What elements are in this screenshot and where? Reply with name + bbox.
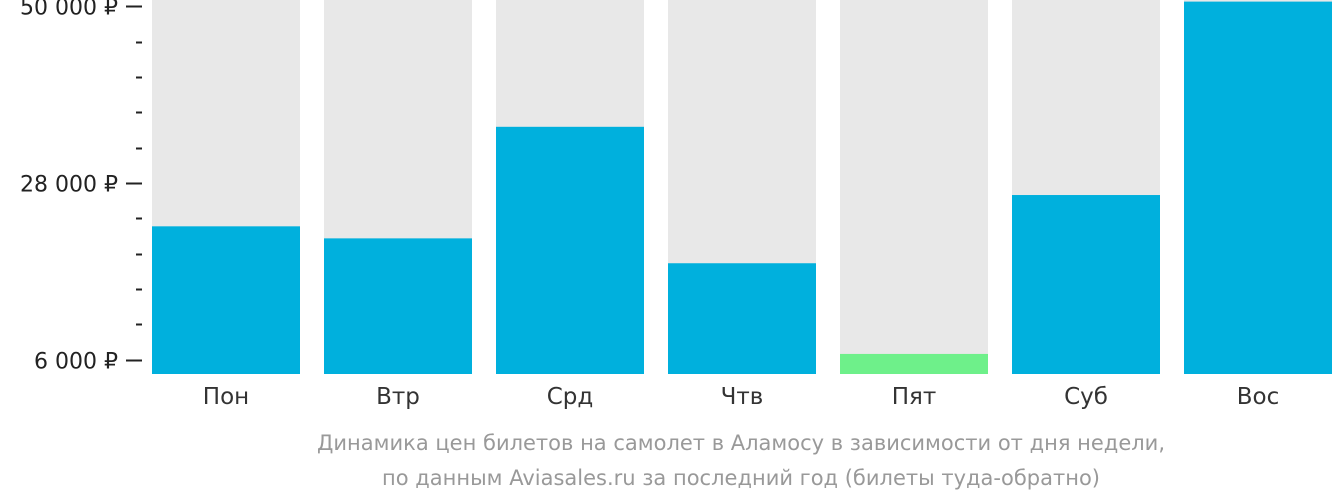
y-tick-label: 6 000 ₽ (34, 350, 118, 375)
x-category-label: Чтв (721, 384, 764, 410)
x-category-label: Суб (1064, 384, 1108, 410)
x-category-label: Пят (892, 384, 937, 410)
bar-4 (840, 353, 988, 374)
bar-track (840, 0, 988, 374)
bar-6 (1184, 1, 1332, 374)
x-category-label: Втр (376, 384, 420, 410)
bar-5 (1012, 195, 1160, 374)
bar-0 (152, 226, 300, 374)
x-category-label: Вос (1237, 384, 1280, 410)
y-tick-label: 50 000 ₽ (20, 0, 118, 21)
chart-caption-line-1: Динамика цен билетов на самолет в Аламос… (317, 431, 1165, 455)
chart-caption-line-2: по данным Aviasales.ru за последний год … (382, 466, 1100, 490)
y-tick-label: 28 000 ₽ (20, 173, 118, 198)
x-category-label: Срд (547, 384, 594, 410)
bar-1 (324, 238, 472, 374)
bar-3 (668, 263, 816, 374)
price-bar-chart: 6 000 ₽ 28 000 ₽ 50 000 ₽ Пон Втр Срд Чтв Пят Су… (20, 0, 1332, 410)
bar-2 (496, 126, 644, 374)
x-category-label: Пон (203, 384, 249, 410)
